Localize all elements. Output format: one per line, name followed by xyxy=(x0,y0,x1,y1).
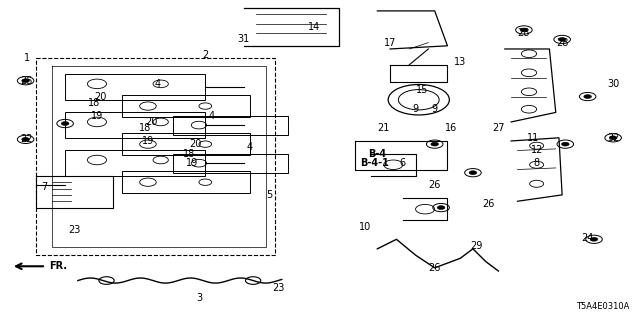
Text: 31: 31 xyxy=(237,35,250,44)
Text: 8: 8 xyxy=(534,158,540,168)
Text: 28: 28 xyxy=(556,38,568,48)
Text: 6: 6 xyxy=(400,158,406,168)
Circle shape xyxy=(584,95,591,99)
Bar xyxy=(122,133,250,155)
Text: 14: 14 xyxy=(307,22,320,32)
Text: 18: 18 xyxy=(88,98,100,108)
Text: 11: 11 xyxy=(527,133,540,143)
Circle shape xyxy=(22,138,29,141)
Circle shape xyxy=(558,37,566,41)
Text: 1: 1 xyxy=(24,53,30,63)
Text: 5: 5 xyxy=(266,190,272,200)
Circle shape xyxy=(437,206,445,210)
Text: 16: 16 xyxy=(445,123,457,133)
Circle shape xyxy=(22,79,29,83)
Text: 17: 17 xyxy=(384,38,396,48)
Text: 19: 19 xyxy=(186,158,198,168)
Text: 21: 21 xyxy=(378,123,390,133)
Circle shape xyxy=(590,237,598,241)
Bar xyxy=(65,74,205,100)
Text: 22: 22 xyxy=(20,134,33,144)
Bar xyxy=(122,95,250,117)
Text: 10: 10 xyxy=(358,222,371,232)
Text: 19: 19 xyxy=(142,136,154,146)
Bar xyxy=(65,112,205,138)
Bar xyxy=(122,171,250,193)
Text: 26: 26 xyxy=(429,180,441,190)
Text: 27: 27 xyxy=(492,123,505,133)
Text: 9: 9 xyxy=(431,104,438,114)
Circle shape xyxy=(431,142,438,146)
Circle shape xyxy=(469,171,477,175)
Bar xyxy=(65,150,205,176)
Circle shape xyxy=(61,122,69,125)
Text: 26: 26 xyxy=(483,199,495,209)
Text: 28: 28 xyxy=(518,28,530,38)
Text: 29: 29 xyxy=(470,241,483,251)
Text: FR.: FR. xyxy=(49,261,67,271)
Text: 15: 15 xyxy=(416,85,428,95)
Text: 4: 4 xyxy=(247,142,253,152)
Text: 4: 4 xyxy=(209,111,215,121)
Text: B-4-1: B-4-1 xyxy=(360,158,388,168)
Text: 9: 9 xyxy=(413,104,419,114)
Text: 12: 12 xyxy=(531,146,543,156)
Text: 18: 18 xyxy=(183,149,195,159)
Text: 23: 23 xyxy=(68,225,81,235)
Text: 23: 23 xyxy=(273,284,285,293)
Text: 19: 19 xyxy=(91,111,103,121)
Text: 26: 26 xyxy=(429,263,441,273)
Text: 2: 2 xyxy=(202,50,209,60)
Text: 32: 32 xyxy=(607,133,620,143)
Text: 20: 20 xyxy=(145,117,157,127)
Bar xyxy=(173,116,288,135)
Text: 30: 30 xyxy=(607,79,620,89)
Text: B-4: B-4 xyxy=(368,149,387,159)
Text: 7: 7 xyxy=(42,182,48,192)
Circle shape xyxy=(561,142,569,146)
Text: 25: 25 xyxy=(20,76,33,86)
Text: 3: 3 xyxy=(196,293,202,303)
Text: 20: 20 xyxy=(189,139,202,149)
Text: 4: 4 xyxy=(154,79,161,89)
Circle shape xyxy=(609,136,617,140)
Text: T5A4E0310A: T5A4E0310A xyxy=(575,302,629,311)
Text: 20: 20 xyxy=(94,92,106,101)
Text: 24: 24 xyxy=(582,233,594,243)
Bar xyxy=(173,154,288,173)
Text: 18: 18 xyxy=(139,123,151,133)
Text: 13: 13 xyxy=(454,57,467,67)
Circle shape xyxy=(520,28,528,32)
